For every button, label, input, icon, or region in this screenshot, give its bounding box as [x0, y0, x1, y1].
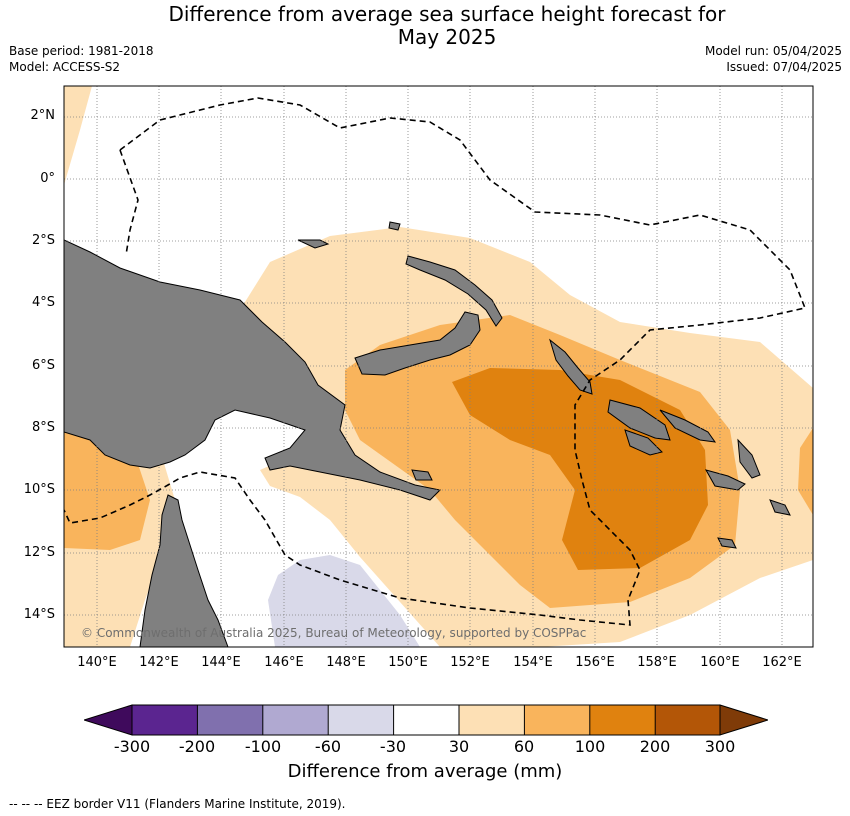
meta-right: Model run: 05/04/2025 Issued: 07/04/2025 [705, 43, 842, 75]
lat-label-2n: 2°N [30, 108, 56, 123]
colorbar-tick: 60 [513, 737, 535, 756]
model-run: Model run: 05/04/2025 [704, 44, 842, 58]
base-period: Base period: 1981-2018 [9, 44, 154, 58]
lat-label-4s: 4°S [31, 295, 55, 310]
colorbar-tick: 300 [704, 737, 736, 756]
land-new-guinea [64, 239, 442, 501]
land [64, 221, 791, 647]
lat-label-10s: 10°S [23, 482, 55, 497]
issued-date: Issued: 07/04/2025 [726, 60, 842, 74]
colorbar-bin-9 [655, 705, 720, 735]
land-rossel [769, 499, 791, 516]
lon-label-150e: 150°E [388, 655, 428, 670]
footer-eez-note: -- -- -- EEZ border V11 (Flanders Marine… [9, 797, 346, 811]
lon-label-152e: 152°E [450, 655, 490, 670]
contour-neg30-neg60 [268, 555, 420, 647]
colorbar-extend-low [84, 704, 133, 736]
colorbar-bin-7 [524, 705, 590, 735]
lat-label-2s: 2°S [31, 233, 55, 248]
land-makira [704, 469, 746, 491]
colorbar-bin-3 [262, 705, 329, 735]
land-goodenough [411, 469, 433, 481]
land-solomons-2 [659, 409, 717, 443]
land-renell [717, 537, 737, 549]
land-manus [297, 239, 330, 249]
land-solomons-4 [737, 438, 761, 479]
lon-label-142e: 142°E [139, 655, 179, 670]
lon-label-148e: 148°E [326, 655, 366, 670]
meta-left: Base period: 1981-2018 Model: ACCESS-S2 [9, 43, 154, 75]
map-title: Difference from average sea surface heig… [0, 3, 850, 49]
land-solomons-3 [624, 429, 663, 456]
land-torres-island [388, 221, 401, 231]
colorbar-tick: -200 [178, 737, 216, 756]
title-line-1: Difference from average sea surface heig… [168, 2, 726, 26]
sea-level-map: © Commonwealth of Australia 2025, Bureau… [63, 85, 814, 648]
colorbar-bin-2 [197, 705, 263, 735]
colorbar-title: Difference from average (mm) [287, 761, 563, 782]
colorbar-bin-5 [393, 705, 459, 735]
colorbar-bin-4 [328, 705, 394, 735]
eez-png-line [64, 97, 807, 626]
colorbar-tick: -60 [314, 737, 342, 756]
land-new-ireland [405, 255, 503, 327]
title-line-2: May 2025 [397, 25, 497, 49]
colorbar-tick: 200 [639, 737, 671, 756]
colorbar-bin-6 [459, 705, 525, 735]
colorbar-bin-8 [589, 705, 656, 735]
colorbar-extend-high [719, 704, 768, 736]
colorbar-tick: -100 [244, 737, 282, 756]
eez-border [64, 97, 807, 626]
lon-label-140e: 140°E [77, 655, 117, 670]
lon-label-158e: 158°E [637, 655, 677, 670]
land-cape-york [139, 494, 229, 647]
lat-label-14s: 14°S [23, 607, 55, 622]
contour-30-60-nw [64, 86, 92, 185]
colorbar-tick: -300 [113, 737, 151, 756]
map-frame [63, 85, 814, 648]
graticule [64, 86, 813, 647]
model-name: Model: ACCESS-S2 [9, 60, 121, 74]
colorbar-tick: 30 [448, 737, 470, 756]
lat-label-8s: 8°S [31, 420, 55, 435]
contour-60-100-east [798, 428, 813, 515]
lon-label-154e: 154°E [513, 655, 553, 670]
land-new-britain [354, 311, 481, 376]
land-solomons-1 [607, 399, 671, 441]
colorbar [84, 704, 768, 736]
lon-label-156e: 156°E [575, 655, 615, 670]
lon-label-144e: 144°E [201, 655, 241, 670]
land-bougainville [549, 338, 593, 395]
lat-label-0: 0° [40, 171, 55, 186]
colorbar-tick: -30 [379, 737, 407, 756]
lat-label-12s: 12°S [23, 545, 55, 560]
lon-label-146e: 146°E [264, 655, 304, 670]
colorbar-tick: 100 [574, 737, 606, 756]
copyright-text: © Commonwealth of Australia 2025, Bureau… [81, 626, 586, 640]
lon-label-160e: 160°E [700, 655, 740, 670]
lat-label-6s: 6°S [31, 358, 55, 373]
lon-label-162e: 162°E [762, 655, 802, 670]
colorbar-bin-1 [132, 705, 198, 735]
